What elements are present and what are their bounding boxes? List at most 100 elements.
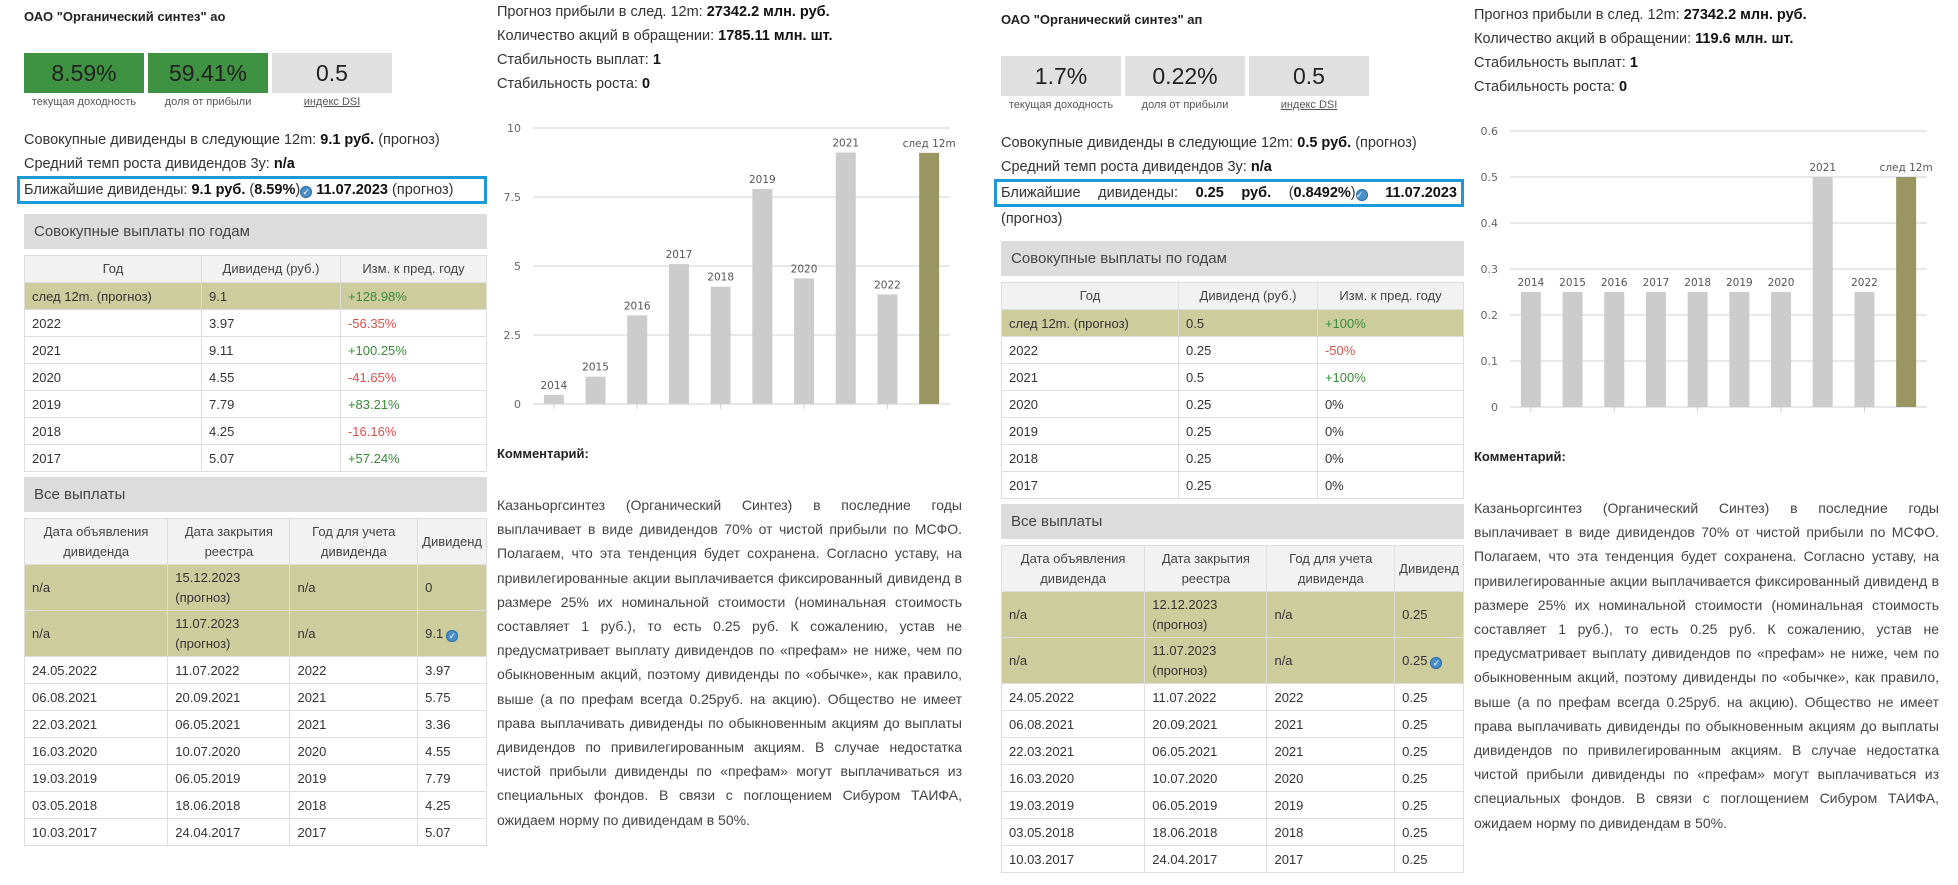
comment-title: Комментарий: [1474,449,1566,464]
record-date-cell: 06.05.2021 [167,710,291,738]
info-label: Стабильность выплат: [497,52,649,68]
year-cell: 2021 [289,710,419,738]
table-row: 16.03.2020 10.07.2020 2020 0.25 [1000,764,1464,792]
year-cell: 2020 [1266,764,1396,792]
record-date: 11.07.2022 [1152,689,1217,705]
column-header: Дата объявления дивиденда [23,518,169,565]
yearly-payouts-table-scroll[interactable]: Год Дивиденд (руб.) Изм. к пред. году сл… [24,255,487,473]
dividend-value: 4.55 [425,743,451,759]
year-cell: 2017 [1001,471,1179,499]
dividend-value: 5.75 [425,689,451,705]
dividend-value: 0.25 [1402,689,1428,705]
metric-current-yield: 1.7% текущая доходность [1001,56,1121,111]
shares-outstanding: Количество акций в обращении: 1785.11 мл… [497,24,962,48]
announce-date-cell: 06.08.2021 [23,683,169,711]
dividend-value: 0.25 [1402,797,1428,813]
year-cell: 2019 [289,764,419,792]
change-cell: -50% [1316,336,1464,364]
dividend-cell: 0.25 [1394,764,1464,792]
dsi-index-link[interactable]: индекс DSI [303,96,361,108]
dividend-summary-column: ОАО "Органический синтез" ап 1.7% текуща… [994,3,1464,873]
dividend-cell: 0.25 [1178,444,1318,472]
change-cell: 0% [1316,444,1464,472]
nearest-percent: 8.59% [254,182,296,198]
dividend-facts: Совокупные дивиденды в следующие 12m: 0.… [994,131,1464,231]
metric-current-yield: 8.59% текущая доходность [24,53,144,108]
announce-date-cell: 10.03.2017 [23,818,169,846]
table-row: n/a 11.07.2023 (прогноз) n/a 9.1 ✓ [23,610,487,657]
info-label: Стабильность выплат: [1474,55,1626,71]
dividend-cell: 0.25 [1394,818,1464,846]
record-date: 11.07.2023 [175,615,240,631]
bar-category-label: 2020 [791,263,818,275]
column-header: Дивиденд [417,518,487,565]
all-payouts-table-scroll[interactable]: Дата объявления дивиденда Дата закрытия … [1000,545,1464,873]
fact-note: (прогноз) [378,132,440,148]
change-cell: -56.35% [339,309,487,337]
fact-label: Средний темп роста дивидендов 3y: [24,156,270,172]
metric-value: 0.22% [1125,56,1245,96]
metric-payout-ratio: 0.22% доля от прибыли [1125,56,1245,111]
record-date-cell: 20.09.2021 [167,683,291,711]
announce-date-cell: n/a [23,564,169,611]
dividend-cell: 9.1 [201,282,341,310]
dividend-bar-chart: 0 0.1 0.2 0.3 0.4 0.5 0.6 2014 2015 2016 2017 2018 2… [1481,125,1933,414]
bar-category-label: 2019 [749,174,776,186]
bar [1812,177,1833,407]
bar [1771,292,1792,407]
table-row: 10.03.2017 24.04.2017 2017 0.25 [1000,845,1464,873]
dividend-cell: 4.55 [201,363,341,391]
bar [1729,292,1750,407]
announce-date-cell: 03.05.2018 [23,791,169,819]
shares-outstanding: Количество акций в обращении: 119.6 млн.… [1474,27,1939,51]
forecast-note: (прогноз) [1152,616,1208,632]
bar-category-label: след 12m [903,138,956,150]
forecast-note: (прогноз) [175,635,231,651]
bar [794,278,815,404]
all-payouts-table-scroll[interactable]: Дата объявления дивиденда Дата закрытия … [23,518,487,846]
dividend-value: 0.25 [1402,851,1428,867]
info-value: 1 [1629,55,1638,71]
dividend-facts: Совокупные дивиденды в следующие 12m: 9.… [17,128,487,204]
record-date: 12.12.2023 [1152,596,1218,612]
dsi-index-link[interactable]: индекс DSI [1280,99,1338,111]
bar-category-label: 2014 [1517,277,1544,289]
metric-value: 1.7% [1001,56,1121,96]
y-tick-label: 0.4 [1481,217,1499,230]
yearly-payouts-table-scroll[interactable]: Год Дивиденд (руб.) Изм. к пред. году сл… [1001,282,1464,500]
table-row: 22.03.2021 06.05.2021 2021 3.36 [23,710,487,738]
all-payouts-table: Дата объявления дивиденда Дата закрытия … [1000,545,1464,873]
column-header: Год для учета дивиденда [289,518,419,565]
year-cell: 2022 [24,309,202,337]
table-header-row: Год Дивиденд (руб.) Изм. к пред. году [24,255,487,283]
check-badge-icon: ✓ [1355,189,1368,201]
record-date: 20.09.2021 [175,689,241,705]
table-row: след 12m. (прогноз) 0.5 +100% [1001,309,1464,337]
change-cell: 0% [1316,417,1464,445]
change-cell: 0% [1316,390,1464,418]
announce-date-cell: 16.03.2020 [23,737,169,765]
table-row: 2022 3.97 -56.35% [24,309,487,337]
column-header: Дата объявления дивиденда [1000,545,1146,592]
table-header-row: Дата объявления дивиденда Дата закрытия … [1000,545,1464,592]
record-date: 06.05.2019 [175,770,241,786]
dividend-value: 0.25 [1402,652,1428,668]
nearest-date: 11.07.2023 [316,182,388,198]
bar-category-label: 2022 [1851,277,1878,289]
dividend-value: 5.07 [425,824,451,840]
yearly-payouts-header: Совокупные выплаты по годам [24,214,487,249]
dividend-cell: 3.97 [417,656,487,684]
year-cell: 2022 [1001,336,1179,364]
year-cell: 2021 [289,683,419,711]
bar-category-label: 2017 [666,249,693,261]
dividend-cell: 7.79 [201,390,341,418]
table-row: 2021 0.5 +100% [1001,363,1464,391]
bar [1562,292,1583,407]
yearly-payouts-header: Совокупные выплаты по годам [1001,241,1464,276]
change-cell: -41.65% [339,363,487,391]
year-cell: 2018 [1001,444,1179,472]
forecast-note: (прогноз) [175,589,231,605]
dividend-cell: 9.1 ✓ [417,610,487,657]
payout-stability: Стабильность выплат: 1 [1474,51,1939,75]
metric-value: 59.41% [148,53,268,93]
